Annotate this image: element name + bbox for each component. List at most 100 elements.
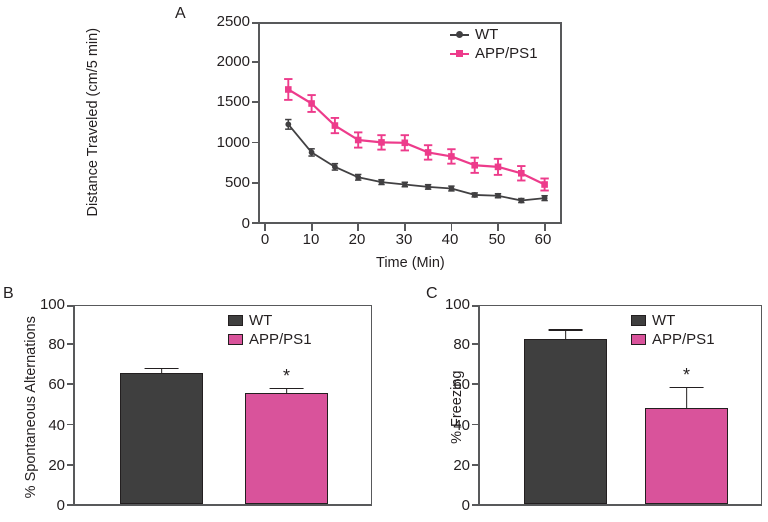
panel-b-letter: B: [3, 285, 14, 302]
panel-c-axis-top: [478, 305, 762, 307]
panel-a-ytick-mark: [252, 101, 258, 103]
panel-a-ytick-mark: [252, 182, 258, 184]
panel-b-ytick-100: 100: [39, 296, 65, 313]
panel-a-xtick-mark: [404, 224, 406, 231]
panel-c-legend-item-appps1[interactable]: APP/PS1: [631, 331, 715, 348]
panel-b-errorbar-appps1: [245, 387, 328, 393]
panel-c-ytick-40: 40: [453, 417, 470, 434]
appps1-color-swatch-icon: [631, 334, 646, 345]
panel-b-ytick-mark: [67, 423, 73, 426]
panel-a-ytick-2500: 2500: [216, 13, 250, 30]
panel-c-letter: C: [426, 285, 438, 302]
panel-b-legend: WT APP/PS1: [228, 312, 312, 348]
panel-a-ytick-500: 500: [224, 174, 250, 191]
panel-a-ylabel: Distance Traveled (cm/5 min): [84, 27, 101, 217]
panel-b-ytick-80: 80: [48, 336, 65, 353]
panel-a-ytick-1000: 1000: [216, 134, 250, 151]
panel-a-axis-left: [258, 22, 260, 224]
panel-b-bar-wt[interactable]: [120, 372, 203, 504]
panel-b-errorbar-wt: [120, 367, 203, 373]
panel-c-axis-bottom: [478, 503, 762, 506]
appps1-line-marker-icon: [450, 48, 469, 60]
panel-a-legend: WT APP/PS1: [450, 26, 538, 62]
panel-c-bar-wt[interactable]: [524, 338, 607, 504]
panel-a-xtick-50: 50: [488, 231, 506, 248]
panel-a-xtick-mark: [497, 224, 499, 231]
panel-a-xtick-20: 20: [348, 231, 366, 248]
panel-b-legend-item-appps1[interactable]: APP/PS1: [228, 331, 312, 348]
panel-c-plot-area: *: [472, 305, 762, 506]
panel-a-xtick-mark: [357, 224, 360, 231]
panel-b-axis-top: [73, 305, 372, 307]
panel-c-ytick-mark: [472, 463, 478, 466]
panel-c-ylabel: % Freezing: [448, 370, 465, 444]
panel-a-xtick-mark: [450, 224, 453, 231]
panel-b-legend-label-appps1: APP/PS1: [249, 331, 312, 348]
panel-b-axis-bottom: [73, 503, 372, 506]
panel-b-legend-label-wt: WT: [249, 312, 273, 329]
panel-c-ytick-20: 20: [453, 457, 470, 474]
panel-c-ytick-mark: [472, 343, 478, 345]
panel-a-legend-item-wt[interactable]: WT: [450, 26, 538, 43]
panel-a-xtick-mark: [543, 224, 546, 231]
panel-b-ytick-60: 60: [48, 376, 65, 393]
panel-a-xtick-30: 30: [395, 231, 413, 248]
panel-b-legend-item-wt[interactable]: WT: [228, 312, 312, 329]
panel-b-ytick-mark: [67, 463, 73, 466]
panel-b-ytick-mark: [67, 305, 73, 307]
panel-a-ytick-mark: [252, 222, 258, 225]
panel-c-legend-label-appps1: APP/PS1: [652, 331, 715, 348]
panel-a-xtick-60: 60: [534, 231, 552, 248]
panel-c-ytick-0: 0: [461, 497, 470, 514]
panel-a-axis-bottom: [258, 222, 562, 224]
panel-b-ytick-mark: [67, 504, 73, 506]
panel-a-legend-item-appps1[interactable]: APP/PS1: [450, 45, 538, 62]
panel-b-ytick-mark: [67, 383, 73, 386]
panel-b-axis-left: [73, 305, 75, 506]
panel-b-ytick-20: 20: [48, 457, 65, 474]
appps1-color-swatch-icon: [228, 334, 243, 345]
panel-b-plot-area: *: [67, 305, 372, 506]
wt-color-swatch-icon: [631, 315, 646, 326]
panel-b-ytick-0: 0: [56, 497, 65, 514]
panel-a-ytick-mark: [252, 22, 258, 24]
panel-a-ytick-2000: 2000: [216, 53, 250, 70]
panel-a-ytick-1500: 1500: [216, 93, 250, 110]
panel-b-ylabel: % Spontaneous Alternations: [22, 316, 39, 499]
panel-a-ytick-0: 0: [241, 215, 250, 232]
panel-a-series-appps1: [284, 78, 549, 192]
panel-c-ytick-mark: [472, 423, 478, 426]
panel-b-axis-right: [370, 305, 372, 506]
panel-c-ytick-60: 60: [453, 376, 470, 393]
panel-a-xtick-0: 0: [260, 231, 270, 248]
panel-c-bar-appps1[interactable]: [645, 408, 728, 504]
panel-b-ytick-40: 40: [48, 417, 65, 434]
panel-a-series-wt: [285, 118, 548, 204]
panel-b-bar-appps1[interactable]: [245, 392, 328, 504]
panel-c-ytick-mark: [472, 504, 478, 506]
panel-a-ytick-mark: [252, 141, 258, 144]
panel-c-ytick-mark: [472, 305, 478, 307]
panel-c-axis-right: [760, 305, 762, 506]
panel-c-errorbar-wt: [524, 328, 607, 339]
panel-c-ytick-mark: [472, 383, 478, 386]
panel-c-significance-marker: *: [682, 364, 690, 385]
panel-c-ytick-100: 100: [444, 296, 470, 313]
panel-c-axis-left: [478, 305, 480, 506]
panel-a-xtick-mark: [264, 224, 266, 231]
panel-c-legend-label-wt: WT: [652, 312, 676, 329]
panel-b-significance-marker: *: [282, 365, 290, 386]
panel-b-ytick-mark: [67, 343, 73, 345]
panel-a-xtick-40: 40: [441, 231, 459, 248]
panel-a-axis-right: [560, 22, 562, 224]
panel-a-axis-top: [258, 22, 562, 24]
panel-a-legend-label-appps1: APP/PS1: [475, 45, 538, 62]
panel-a-series-layer: [284, 78, 549, 204]
panel-a-letter: A: [175, 5, 186, 22]
panel-a-plot-area: [252, 22, 562, 231]
panel-a-legend-label-wt: WT: [475, 26, 499, 43]
wt-line-marker-icon: [450, 29, 469, 41]
panel-c-legend-item-wt[interactable]: WT: [631, 312, 715, 329]
wt-color-swatch-icon: [228, 315, 243, 326]
panel-c-legend: WT APP/PS1: [631, 312, 715, 348]
